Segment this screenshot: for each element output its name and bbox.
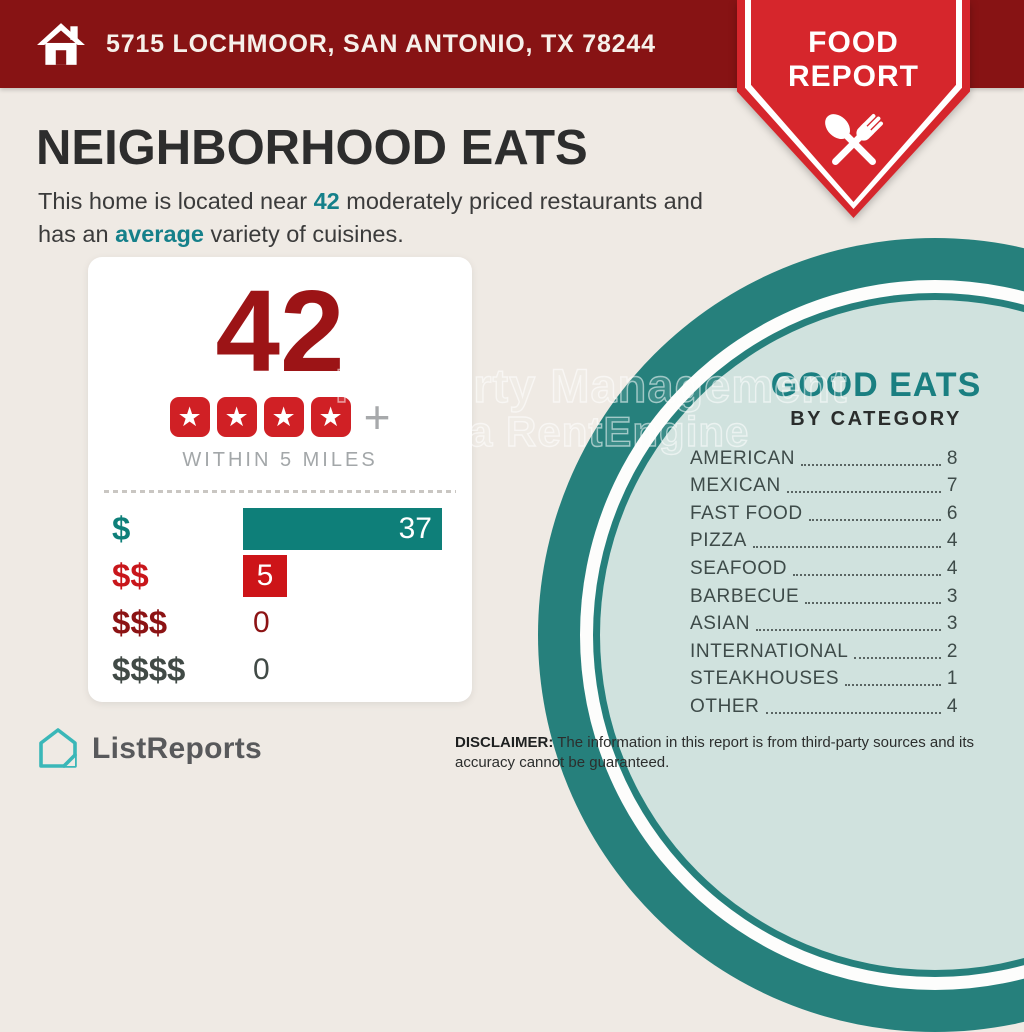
category-name: STEAKHOUSES [690,668,840,690]
category-list: AMERICAN 8 MEXICAN 7 FAST FOOD 6 PIZZA 4… [690,442,958,718]
restaurant-stat-card: 42 ★ ★ ★ ★ + WITHIN 5 MILES $ 37 $$ 5 $$… [88,257,472,702]
category-name: ASIAN [690,613,751,635]
category-name: BARBECUE [690,585,800,607]
ribbon-content: FOOD REPORT [737,0,970,218]
category-count: 7 [946,475,958,497]
price-tier-label: $$ [112,556,149,594]
restaurant-count: 42 [215,266,345,396]
category-list-item: SEAFOOD 4 [690,552,958,580]
category-count: 4 [946,530,958,552]
dotted-leader [756,629,941,632]
price-tier-row: $ 37 [112,505,472,552]
food-report-ribbon: FOOD REPORT [737,0,970,218]
category-count: 4 [946,695,958,717]
category-list-item: OTHER 4 [690,690,958,718]
category-name: SEAFOOD [690,557,788,579]
page-title: NEIGHBORHOOD EATS [36,121,588,175]
disclaimer-label: DISCLAIMER: [455,734,554,751]
dotted-leader [765,711,941,714]
category-count: 8 [946,447,958,469]
price-tier-bar: 37 [243,507,442,550]
price-tier-label: $ [112,509,131,547]
price-tier-row: $$$ 0 [112,599,472,646]
dotted-leader [793,573,941,576]
star-icon: ★ [263,397,304,437]
dotted-leader [808,518,941,521]
ribbon-title-line2: REPORT [787,60,919,93]
intro-average-accent: average [115,220,204,247]
price-tier-value: 0 [253,605,270,639]
dotted-leader [805,601,941,604]
price-tier-chart: $ 37 $$ 5 $$$ 0 $$$$ 0 [88,505,472,693]
price-tier-row: $$$$ 0 [112,646,472,693]
category-list-item: INTERNATIONAL 2 [690,635,958,663]
good-eats-header: GOOD EATS BY CATEGORY [700,366,1024,431]
good-eats-subtitle: BY CATEGORY [790,408,962,430]
category-name: MEXICAN [690,475,781,497]
intro-text-2: moderately priced restaurants and has an [38,188,703,247]
category-name: OTHER [690,695,760,717]
price-tier-value: 0 [253,652,270,686]
listreports-brand-name: ListReports [92,732,262,765]
star-icon: ★ [216,397,257,437]
star-icon: ★ [310,397,351,437]
dotted-leader [786,491,941,494]
category-list-item: MEXICAN 7 [690,470,958,498]
listreports-logo-icon [39,728,77,768]
dotted-leader [752,546,941,549]
good-eats-title: GOOD EATS [770,366,982,404]
disclaimer-text: The information in this report is from t… [455,734,975,772]
crossed-spoon-fork-icon [824,114,883,165]
disclaimer: DISCLAIMER: The information in this repo… [455,733,1005,774]
dotted-leader [801,463,941,466]
intro-text-1: This home is located near [38,188,314,214]
category-count: 3 [946,613,958,635]
intro-text-3: variety of cuisines. [203,220,404,247]
star-icon: ★ [169,397,210,437]
category-list-item: PIZZA 4 [690,525,958,553]
category-count: 2 [946,640,958,662]
category-list-item: FAST FOOD 6 [690,497,958,525]
category-list-item: BARBECUE 3 [690,580,958,608]
category-name: INTERNATIONAL [690,640,849,662]
home-icon [37,23,85,65]
intro-count-accent: 42 [313,188,340,214]
category-count: 4 [946,557,958,579]
ribbon-title-line1: FOOD [808,26,899,59]
star-rating: ★ ★ ★ ★ + [88,390,472,443]
price-tier-row: $$ 5 [112,552,472,599]
price-tier-bar: 5 [243,554,287,597]
dotted-leader [854,656,941,659]
dotted-leader [845,684,941,687]
price-tier-label: $$$$ [112,650,186,688]
category-name: FAST FOOD [690,502,803,524]
price-tier-label: $$$ [112,603,168,641]
category-count: 1 [946,668,958,690]
category-list-item: STEAKHOUSES 1 [690,663,958,691]
listreports-brand: ListReports [36,726,262,772]
price-tier-value: 37 [398,511,432,545]
price-tier-value: 5 [256,558,274,592]
category-list-item: ASIAN 3 [690,608,958,636]
star-badges: ★ ★ ★ ★ [169,397,351,437]
property-address: 5715 LOCHMOOR, SAN ANTONIO, TX 78244 [106,29,656,58]
category-list-item: AMERICAN 8 [690,442,958,470]
category-count: 6 [946,502,958,524]
radius-label: WITHIN 5 MILES [182,449,378,471]
dashed-divider [104,490,456,493]
category-name: AMERICAN [690,447,796,469]
plus-sign: + [363,390,391,443]
intro-paragraph: This home is located near 42 moderately … [38,185,714,251]
category-name: PIZZA [690,530,747,552]
category-count: 3 [946,585,958,607]
